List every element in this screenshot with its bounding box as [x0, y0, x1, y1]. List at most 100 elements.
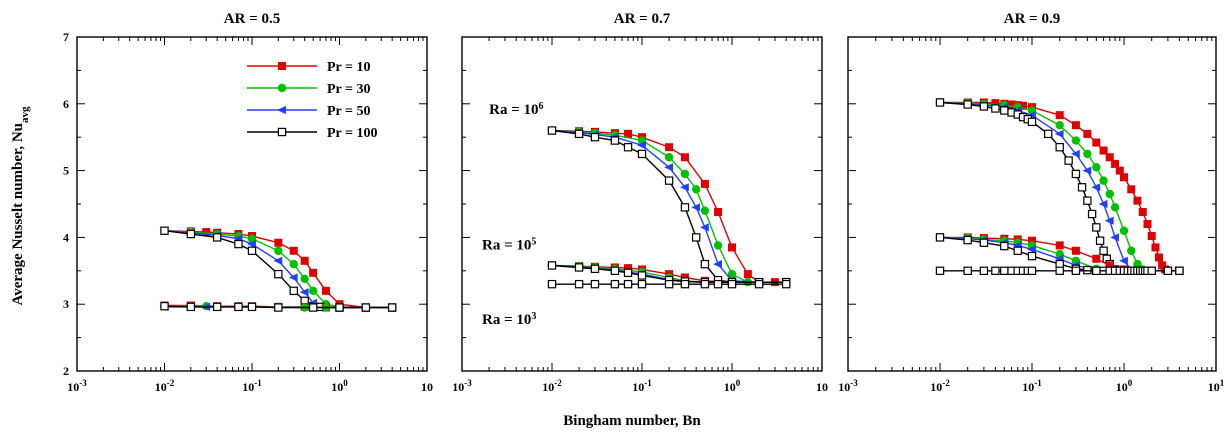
data-point: [274, 269, 283, 279]
data-point: [1092, 254, 1101, 263]
legend-marker: [277, 83, 287, 93]
x-tick-label: 10-2: [542, 378, 562, 394]
data-point: [590, 133, 600, 142]
data-point: [1110, 203, 1120, 212]
data-point: [1119, 226, 1129, 235]
data-point: [979, 238, 989, 247]
data-point: [1115, 166, 1124, 175]
x-tick-label: 10-1: [632, 378, 652, 394]
data-point: [288, 273, 298, 282]
data-point: [935, 233, 945, 242]
ra-annotation: Ra = 105: [482, 236, 536, 254]
data-point: [963, 266, 972, 276]
data-point: [247, 240, 256, 249]
data-point: [186, 302, 196, 312]
data-point: [574, 129, 584, 139]
data-point: [1110, 233, 1119, 242]
data-point: [1071, 121, 1080, 130]
data-point: [1105, 153, 1114, 162]
data-point: [212, 302, 222, 312]
data-point: [665, 143, 674, 152]
data-point: [680, 153, 689, 162]
data-point: [361, 303, 371, 312]
y-tick-label: 2: [63, 364, 69, 378]
y-axis-label-sub: avg: [19, 106, 31, 123]
y-tick-label: 7: [63, 30, 69, 44]
y-tick-label: 5: [63, 164, 69, 178]
series-8: [160, 302, 397, 312]
data-point: [637, 149, 647, 159]
data-point: [387, 303, 397, 312]
y-tick-label: 4: [63, 230, 69, 244]
data-point: [1120, 173, 1129, 182]
x-tick-label: 100: [1116, 378, 1133, 394]
data-point: [1055, 266, 1064, 276]
legend: Pr = 10 Pr = 30 Pr = 50 Pr = 100: [247, 60, 378, 141]
data-point: [691, 233, 701, 242]
legend-item: Pr = 10: [247, 60, 371, 75]
data-point: [1071, 266, 1081, 276]
data-point: [700, 179, 709, 188]
x-axis-label: Bingham number, Bn: [563, 413, 701, 429]
data-point: [979, 102, 989, 111]
data-point: [754, 279, 764, 289]
data-point: [299, 288, 309, 297]
data-point: [590, 279, 600, 289]
legend-item: Pr = 30: [247, 82, 371, 97]
data-point: [247, 246, 257, 255]
panel-title: AR = 0.7: [614, 11, 671, 27]
data-point: [623, 268, 633, 278]
data-point: [1064, 156, 1073, 165]
data-point: [637, 141, 646, 150]
legend-label: Pr = 30: [327, 82, 371, 97]
data-point: [1070, 149, 1080, 158]
data-point: [160, 226, 169, 235]
x-tick-label: 10-1: [1022, 378, 1042, 394]
data-point: [1147, 232, 1156, 241]
x-tick-label: 100: [331, 378, 348, 394]
data-point: [1127, 246, 1136, 255]
data-point: [1111, 159, 1120, 168]
data-point: [590, 264, 600, 273]
legend-label: Pr = 10: [327, 60, 371, 75]
data-point: [1091, 183, 1101, 192]
y-axis-label: Average Nusselt number, Nuavg: [10, 106, 31, 306]
ra-annotation: Ra = 106: [489, 100, 543, 118]
series-9: [547, 279, 791, 289]
data-point: [637, 279, 647, 289]
legend-label: Pr = 100: [327, 126, 378, 141]
x-tick-label: 10-2: [930, 378, 950, 394]
data-point: [547, 126, 557, 135]
x-tick-label: 10-2: [155, 378, 175, 394]
data-point: [781, 279, 791, 289]
data-point: [1099, 246, 1108, 255]
data-point: [547, 279, 557, 289]
data-point: [574, 279, 584, 289]
data-point: [935, 98, 945, 107]
plot-area: [935, 98, 1184, 276]
legend-label: Pr = 50: [327, 104, 371, 119]
data-point: [991, 104, 1000, 113]
data-point: [273, 256, 283, 265]
data-point: [212, 233, 222, 242]
data-point: [728, 243, 737, 252]
data-point: [1055, 111, 1064, 120]
data-point: [289, 286, 298, 296]
data-point: [574, 263, 584, 272]
data-point: [664, 279, 674, 289]
data-point: [1099, 176, 1108, 185]
data-point: [1147, 266, 1156, 276]
data-point: [1105, 189, 1114, 199]
data-point: [699, 223, 709, 232]
data-point: [1138, 208, 1147, 217]
data-point: [623, 279, 633, 289]
data-point: [1055, 143, 1064, 152]
data-point: [1119, 256, 1128, 265]
data-point: [610, 279, 620, 289]
data-point: [1143, 220, 1152, 229]
data-point: [691, 203, 701, 212]
x-tick-label: 10: [816, 380, 828, 394]
data-point: [1151, 243, 1160, 252]
data-point: [1000, 106, 1009, 115]
